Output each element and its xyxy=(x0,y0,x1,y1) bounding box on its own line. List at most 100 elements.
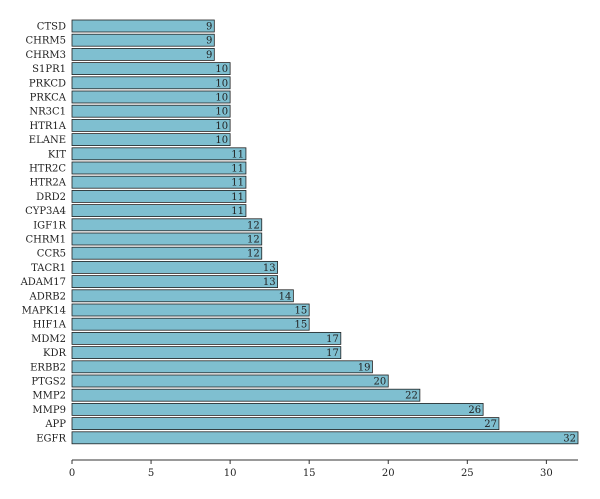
data-label: 11 xyxy=(231,192,244,203)
category-label: CCR5 xyxy=(37,249,66,260)
category-label: ADAM17 xyxy=(20,277,66,288)
category-label: NR3C1 xyxy=(29,107,66,118)
bar-htr1a xyxy=(71,119,231,132)
data-label: 13 xyxy=(263,277,276,288)
x-tick-label: 20 xyxy=(382,468,395,479)
bar-igf1r xyxy=(71,218,263,232)
category-label: CHRM5 xyxy=(25,36,66,47)
bar-prkca xyxy=(71,90,231,104)
bar-erbb2 xyxy=(71,360,373,374)
category-label: ERBB2 xyxy=(30,362,66,373)
bar-elane xyxy=(71,133,231,147)
bar-chrm1 xyxy=(71,232,263,246)
data-label: 20 xyxy=(374,377,387,388)
bar-chrm5 xyxy=(71,33,215,47)
bar-cyp3a4 xyxy=(71,204,247,218)
bars-layer: CTSD 9 CHRM5 9 CHRM3 9 S1PR1 10 PRKCD 10 PRKCA 10 NR… xyxy=(20,19,579,445)
bar-s1pr1 xyxy=(71,62,231,75)
data-label: 22 xyxy=(405,391,418,402)
data-label: 9 xyxy=(206,36,212,47)
category-label: ADRB2 xyxy=(29,291,66,302)
bar-ctsd xyxy=(71,19,215,33)
data-label: 10 xyxy=(215,93,228,104)
x-axis: 0 5 10 15 20 25 30 xyxy=(69,459,578,479)
bar-mmp9 xyxy=(71,402,484,416)
data-label: 10 xyxy=(215,107,228,118)
data-label: 15 xyxy=(294,306,307,317)
category-label: CHRM3 xyxy=(25,50,66,61)
bar-chrm3 xyxy=(71,48,215,61)
x-tick-label: 25 xyxy=(461,468,474,479)
data-label: 11 xyxy=(231,149,244,160)
bar-drd2 xyxy=(71,189,247,203)
category-label: MMP2 xyxy=(32,391,66,402)
category-label: DRD2 xyxy=(36,192,66,203)
x-tick-label: 5 xyxy=(148,468,154,479)
data-label: 9 xyxy=(206,22,212,33)
bar-htr2a xyxy=(71,175,247,189)
data-label: 11 xyxy=(231,178,244,189)
category-label: HTR2A xyxy=(29,178,66,189)
category-label: PRKCD xyxy=(29,78,66,89)
category-label: KIT xyxy=(48,149,66,160)
category-label: KDR xyxy=(43,348,66,359)
category-label: CTSD xyxy=(37,22,66,33)
data-label: 10 xyxy=(215,78,228,89)
bar-ptgs2 xyxy=(71,374,389,388)
category-label: CYP3A4 xyxy=(25,206,66,217)
data-label: 19 xyxy=(358,362,371,373)
category-label: HIF1A xyxy=(33,320,67,331)
data-label: 32 xyxy=(563,433,576,444)
category-label: MMP9 xyxy=(32,405,66,416)
bar-adam17 xyxy=(71,275,278,289)
data-label: 15 xyxy=(294,320,307,331)
category-label: EGFR xyxy=(36,433,66,444)
data-label: 11 xyxy=(231,164,244,175)
bar-hif1a xyxy=(71,317,310,331)
category-label: HTR1A xyxy=(29,121,66,132)
bar-adrb2 xyxy=(71,289,294,303)
x-tick-label: 15 xyxy=(303,468,316,479)
bar-mdm2 xyxy=(71,331,342,345)
category-label: PTGS2 xyxy=(31,377,66,388)
bar-nr3c1 xyxy=(71,104,231,118)
category-label: MDM2 xyxy=(31,334,66,345)
data-label: 11 xyxy=(231,206,244,217)
x-tick-label: 30 xyxy=(540,468,553,479)
bar-app xyxy=(71,417,500,431)
category-label: S1PR1 xyxy=(32,64,66,75)
data-label: 26 xyxy=(468,405,481,416)
data-label: 10 xyxy=(215,64,228,75)
x-tick-label: 0 xyxy=(69,468,75,479)
data-label: 14 xyxy=(279,291,292,302)
data-label: 13 xyxy=(263,263,276,274)
category-label: CHRM1 xyxy=(25,235,66,246)
bar-mmp2 xyxy=(71,388,421,402)
category-label: TACR1 xyxy=(31,263,66,274)
category-label: IGF1R xyxy=(33,220,66,231)
data-label: 27 xyxy=(484,419,497,430)
data-label: 12 xyxy=(247,249,260,260)
bar-egfr xyxy=(71,431,579,445)
data-label: 12 xyxy=(247,235,260,246)
bar-prkcd xyxy=(71,76,231,90)
category-label: HTR2C xyxy=(29,164,66,175)
bar-kdr xyxy=(71,346,342,360)
data-label: 10 xyxy=(215,121,228,132)
category-label: PRKCA xyxy=(30,93,67,104)
category-label: ELANE xyxy=(29,135,66,146)
x-tick-label: 10 xyxy=(224,468,237,479)
bar-tacr1 xyxy=(71,260,278,274)
bar-mapk14 xyxy=(71,303,310,317)
data-label: 17 xyxy=(326,348,339,359)
bar-kit xyxy=(71,147,247,161)
data-label: 17 xyxy=(326,334,339,345)
data-label: 9 xyxy=(206,50,212,61)
category-label: MAPK14 xyxy=(22,306,66,317)
bar-htr2c xyxy=(71,161,247,175)
data-label: 10 xyxy=(215,135,228,146)
category-label: APP xyxy=(44,419,66,430)
bar-ccr5 xyxy=(71,246,263,260)
data-label: 12 xyxy=(247,220,260,231)
